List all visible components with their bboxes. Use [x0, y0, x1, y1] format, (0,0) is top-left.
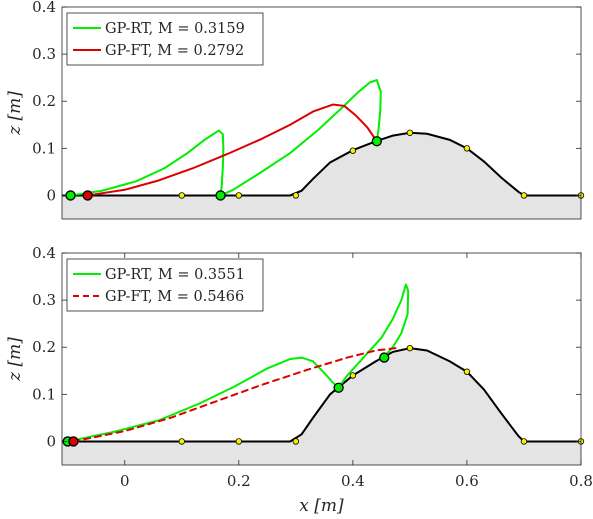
control-point [235, 438, 243, 445]
control-point [406, 129, 414, 136]
legend-box [66, 12, 264, 66]
control-point [406, 344, 414, 352]
control-point [349, 372, 357, 379]
x-tick-label: 0.8 [569, 472, 593, 490]
terrain-fill [62, 132, 581, 219]
axes-box [61, 252, 582, 466]
y-tick-label: 0.1 [32, 385, 56, 403]
legend: GP-RT, M = 0.3159 GP-FT, M = 0.2792 [66, 12, 264, 66]
x-tick-label: 0 [120, 472, 130, 490]
y-tick-label: 0 [46, 186, 56, 204]
series-line-gp-ft [72, 347, 397, 443]
control-point [178, 438, 185, 445]
series-marker-gp-rt [215, 190, 226, 201]
series-line-gp-rt [69, 79, 382, 197]
control-point [520, 438, 528, 445]
panel-2: 0 0.1 0.2 0.3 0.4 0 0.2 0.4 0.6 0.8 z [m] x [m] GP-R… [5, 244, 593, 516]
control-point [349, 147, 357, 154]
series-marker-gp-rt [333, 382, 344, 393]
y-tick-label: 0 [46, 432, 56, 450]
control-point [235, 192, 243, 199]
series-marker-gp-ft [82, 190, 93, 201]
y-tick-label: 0.4 [32, 244, 56, 262]
control-point [463, 145, 471, 152]
legend-entry-label: GP-RT, M = 0.3551 [105, 267, 245, 283]
legend-entry-label: GP-RT, M = 0.3159 [105, 21, 245, 37]
y-tick-label: 0.2 [32, 92, 56, 110]
y-tick-label: 0.4 [32, 0, 56, 16]
series-marker-gp-rt [379, 352, 390, 363]
y-axis-label: z [m] [5, 337, 25, 382]
series-line-gp-ft [86, 103, 378, 197]
y-tick-label: 0.2 [32, 338, 56, 356]
control-point [178, 192, 185, 199]
plot-content [62, 79, 581, 219]
x-tick-label: 0.2 [227, 472, 251, 490]
series-marker-gp-rt [371, 136, 382, 147]
x-axis-label: x [m] [299, 496, 344, 516]
control-point [292, 438, 300, 445]
control-point [520, 192, 528, 199]
panel-1: 0 0.1 0.2 0.3 0.4 z [m] GP-RT, M = 0.3159 GP-FT… [5, 0, 585, 220]
legend: GP-RT, M = 0.3551 GP-FT, M = 0.5466 [66, 258, 264, 312]
series-marker-gp-ft [68, 436, 79, 447]
legend-entry-label: GP-FT, M = 0.5466 [105, 289, 244, 305]
x-tick-label: 0.4 [341, 472, 365, 490]
y-tick-label: 0.1 [32, 139, 56, 157]
control-point [463, 368, 471, 375]
series-marker-gp-rt [65, 190, 76, 201]
y-tick-label: 0.3 [32, 291, 56, 309]
y-tick-label: 0.3 [32, 45, 56, 63]
x-tick-label: 0.6 [455, 472, 479, 490]
legend-box [66, 258, 264, 312]
legend-entry-label: GP-FT, M = 0.2792 [105, 43, 244, 59]
control-point [292, 192, 300, 199]
y-axis-label: z [m] [5, 91, 25, 136]
axes-box [61, 6, 582, 220]
